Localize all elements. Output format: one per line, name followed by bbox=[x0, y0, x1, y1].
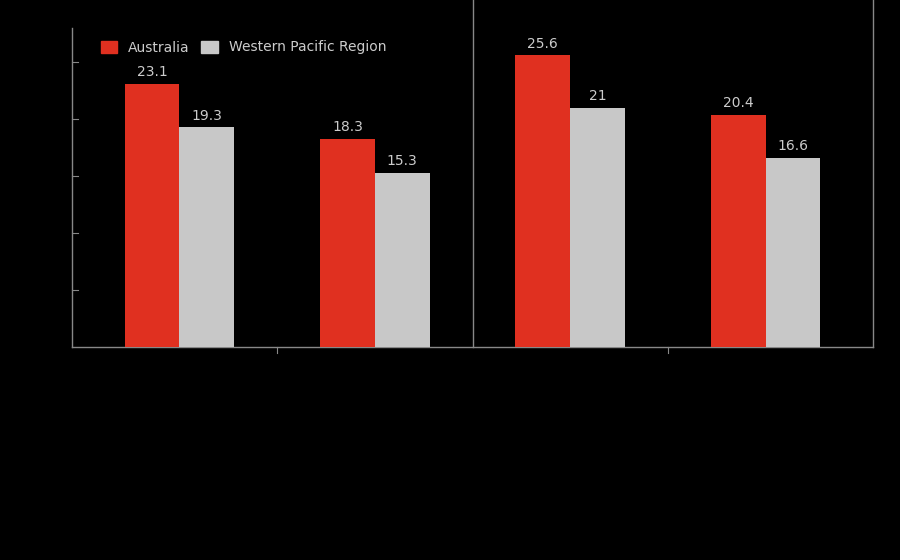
Text: 16.6: 16.6 bbox=[778, 139, 808, 153]
Text: 21: 21 bbox=[589, 89, 607, 103]
Text: 25.6: 25.6 bbox=[527, 37, 558, 51]
Bar bbox=[320, 138, 374, 347]
Text: 19.3: 19.3 bbox=[192, 109, 222, 123]
Text: 23.1: 23.1 bbox=[137, 66, 167, 80]
Text: 18.3: 18.3 bbox=[332, 120, 363, 134]
Bar bbox=[766, 158, 820, 347]
Bar bbox=[125, 84, 179, 347]
Legend: Australia, Western Pacific Region: Australia, Western Pacific Region bbox=[95, 35, 392, 60]
Text: 15.3: 15.3 bbox=[387, 154, 418, 168]
Bar bbox=[711, 115, 766, 347]
Text: 20.4: 20.4 bbox=[723, 96, 753, 110]
Bar bbox=[571, 108, 625, 347]
Bar bbox=[374, 173, 429, 347]
Bar bbox=[179, 127, 234, 347]
Bar bbox=[516, 55, 571, 347]
